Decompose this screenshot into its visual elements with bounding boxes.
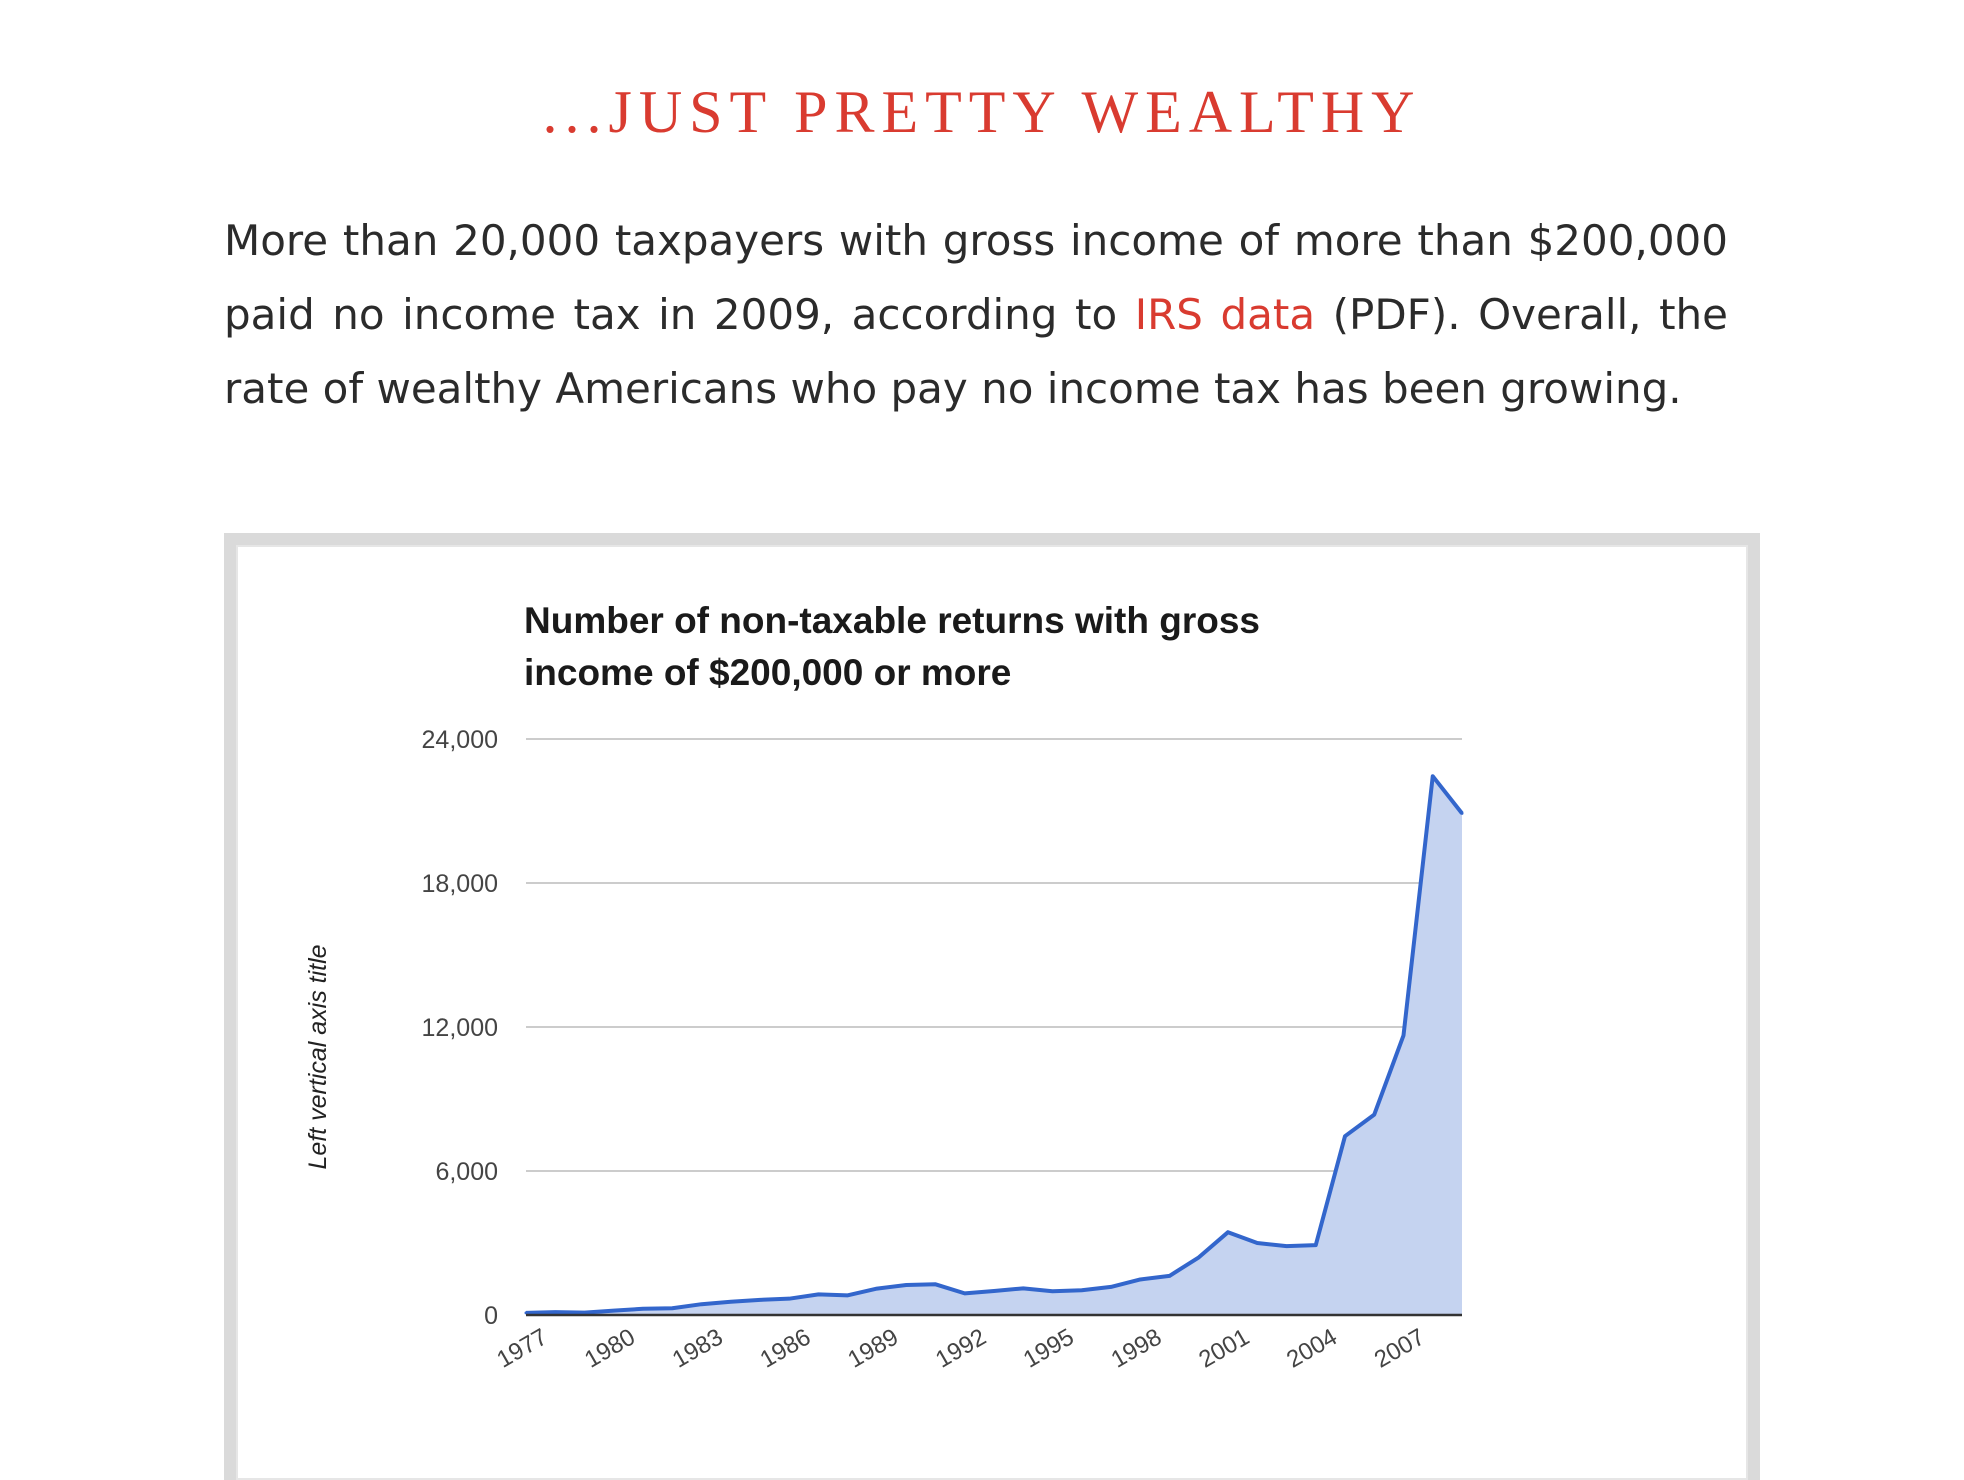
x-tick-label: 2001	[1194, 1323, 1254, 1373]
data-point	[583, 1311, 586, 1315]
intro-paragraph: More than 20,000 taxpayers with gross in…	[224, 204, 1728, 426]
data-point	[787, 1297, 791, 1301]
x-tick-label: 2004	[1282, 1323, 1342, 1373]
data-point	[1226, 1230, 1230, 1234]
x-tick-label: 2007	[1370, 1323, 1430, 1373]
data-point	[992, 1289, 996, 1293]
y-tick-label: 18,000	[422, 870, 498, 898]
data-point	[1460, 811, 1464, 815]
data-point	[612, 1309, 616, 1313]
data-point	[817, 1292, 820, 1296]
data-point	[1197, 1255, 1201, 1259]
irs-data-link[interactable]: IRS data	[1134, 290, 1316, 339]
data-point	[1343, 1134, 1347, 1138]
x-tick-label: 1983	[668, 1323, 728, 1373]
x-tick-label: 1989	[843, 1323, 903, 1373]
x-tick-label: 1980	[580, 1323, 640, 1373]
data-point	[1051, 1289, 1054, 1293]
data-point	[934, 1282, 937, 1286]
chart-title: Number of non-taxable returns with gross…	[524, 600, 1260, 693]
data-point	[670, 1306, 674, 1310]
data-point	[904, 1283, 908, 1287]
data-point	[700, 1302, 703, 1306]
chart-container: Number of non-taxable returns with gross…	[224, 533, 1760, 1480]
data-point	[1285, 1244, 1288, 1248]
data-point	[758, 1298, 762, 1302]
data-point	[846, 1293, 850, 1297]
y-tick-label: 24,000	[422, 726, 498, 754]
data-point	[1314, 1243, 1318, 1247]
data-point	[1431, 774, 1435, 778]
y-axis-ticks: 0 6,000 12,000 18,000 24,000	[422, 726, 498, 1330]
data-point	[524, 1311, 528, 1315]
gridlines	[526, 738, 1462, 1172]
x-tick-label: 1992	[931, 1323, 991, 1373]
x-tick-label: 1995	[1019, 1323, 1079, 1373]
series-area-fill	[526, 776, 1462, 1315]
data-point	[641, 1307, 645, 1311]
section-title: ...JUST PRETTY WEALTHY	[542, 79, 1422, 145]
data-point	[553, 1310, 557, 1314]
paragraph-text-end: (PDF). Overall, the rate of wealthy Amer…	[224, 290, 1728, 413]
data-point	[729, 1300, 733, 1304]
paragraph-text-start: More than 20,000 taxpayers with gross in…	[224, 216, 1728, 339]
area-chart: 0 6,000 12,000 18,000 24,000 1977 1980 1983 198…	[304, 726, 1464, 1374]
data-point	[1402, 1033, 1405, 1037]
data-point	[1255, 1241, 1259, 1245]
data-point	[1138, 1277, 1142, 1281]
y-tick-label: 6,000	[435, 1158, 498, 1186]
data-point	[1372, 1113, 1376, 1117]
data-point	[1168, 1274, 1171, 1278]
x-axis-ticks: 1977 1980 1983 1986 1989 1992 1995 1998 2001 2004…	[492, 1323, 1429, 1373]
data-point	[963, 1291, 967, 1295]
y-tick-label: 12,000	[422, 1014, 498, 1042]
x-tick-label: 1977	[492, 1323, 552, 1373]
y-axis-title: Left vertical axis title	[304, 944, 332, 1169]
data-point	[1080, 1288, 1084, 1292]
x-tick-label: 1998	[1107, 1323, 1167, 1373]
series-area-layer	[524, 774, 1464, 1317]
data-point	[1021, 1286, 1025, 1290]
x-tick-label: 1986	[756, 1323, 816, 1373]
data-point	[875, 1287, 879, 1291]
data-point	[1109, 1285, 1113, 1289]
y-tick-label: 0	[484, 1302, 498, 1330]
